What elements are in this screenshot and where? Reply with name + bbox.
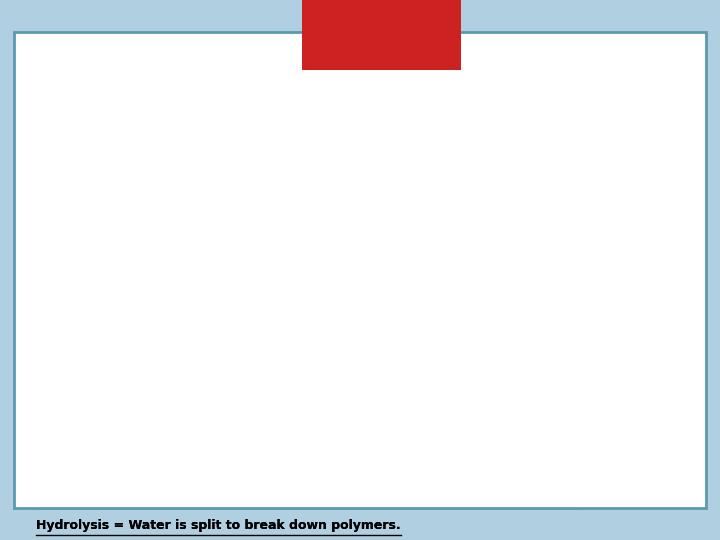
Text: MONOMER: MONOMER [565,307,644,320]
Text: Carbon, due to its flexibility, bonds with other elements: Carbon, due to its flexibility, bonds wi… [36,126,449,141]
Text: to form the basic subunits called monomers of the: to form the basic subunits called monome… [36,161,407,176]
Text: /Subunit: /Subunit [573,339,636,352]
Text: Hydrolysis = Water is split to break down polymers.: Hydrolysis = Water is split to break dow… [36,519,400,532]
Text: POLYMER/Macromolecule: POLYMER/Macromolecule [183,428,537,452]
Text: Covalent
Bond: Covalent Bond [274,230,315,278]
FancyArrow shape [464,246,507,302]
Text: polymers.: polymers. [36,231,117,246]
FancyArrow shape [220,246,264,302]
Text: Hydrolysis = Water is split to break down polymers.: Hydrolysis = Water is split to break dow… [36,519,400,532]
Polygon shape [43,267,187,386]
Text: /Subunit: /Subunit [328,339,392,352]
Text: larger, more complex macromolecules, called: larger, more complex macromolecules, cal… [36,196,371,211]
Text: MONOMER: MONOMER [76,307,155,320]
Text: /Subunit: /Subunit [84,339,147,352]
Text: Constructing the Macromolecules: Constructing the Macromolecules [36,60,613,90]
Polygon shape [288,267,432,386]
Text: Covalent
Bond: Covalent Bond [517,230,559,278]
Text: Condensation/Dehydration Synthesis = Water is formed when subunits bond.: Condensation/Dehydration Synthesis = Wat… [36,492,579,505]
Text: Condensation/Dehydration Synthesis = Water is formed when subunits bond.: Condensation/Dehydration Synthesis = Wat… [36,492,579,505]
Text: MONOMER: MONOMER [320,307,400,320]
Text: You need to know specifically:: You need to know specifically: [36,462,248,476]
Polygon shape [533,267,677,386]
